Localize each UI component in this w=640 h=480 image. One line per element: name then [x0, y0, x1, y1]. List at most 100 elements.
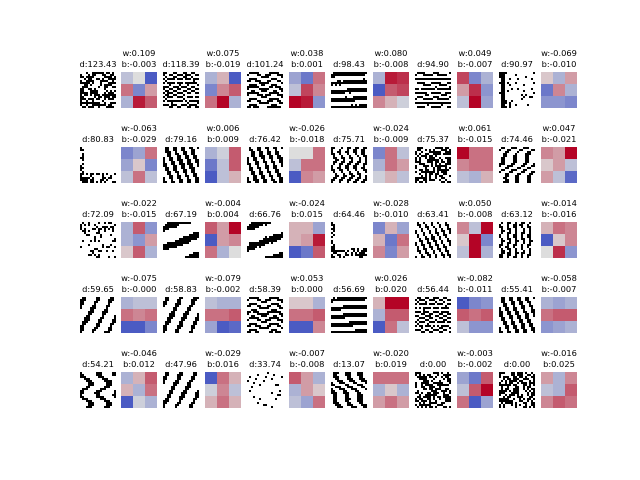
heatmap-cell — [481, 384, 493, 397]
distance-label: d:59.65 — [82, 284, 114, 294]
cell-title: d:80.83 — [60, 134, 136, 145]
heatmap-cell — [397, 234, 409, 247]
heatmap-cell — [301, 84, 314, 97]
distance-label: d:58.83 — [165, 284, 197, 294]
weight-heatmap-svg — [373, 147, 409, 183]
pattern-svg — [163, 147, 199, 183]
bias-label: b:-0.007 — [457, 59, 493, 69]
cell-title: d:75.37 — [395, 134, 471, 145]
heatmap-cell — [313, 159, 325, 172]
distance-label: d:76.42 — [249, 134, 281, 144]
heatmap-cell — [565, 297, 577, 310]
cell-title: d:98.43 — [311, 59, 387, 70]
heatmap-cell — [457, 72, 470, 85]
pattern-pixels — [80, 147, 116, 183]
weight-heatmap-svg — [121, 372, 157, 408]
cell-title: w:-0.016 b:0.025 — [521, 348, 597, 370]
cell-title: d:67.19 — [143, 209, 219, 220]
heatmap-cell — [229, 396, 241, 408]
weight-heatmap-svg — [205, 372, 241, 408]
pattern-pixels — [415, 222, 451, 258]
weight-heatmap — [541, 72, 577, 108]
heatmap-cell — [313, 96, 325, 108]
pattern-pixels — [415, 147, 451, 183]
cell-title: d:63.12 — [479, 209, 555, 220]
heatmap-cell — [481, 396, 493, 408]
pattern-image — [163, 372, 199, 408]
distance-label: d:63.12 — [501, 209, 533, 219]
heatmap-cell — [469, 159, 482, 172]
heatmap-cell — [229, 96, 241, 108]
pattern-svg — [499, 297, 535, 333]
heatmap-cell — [121, 384, 134, 397]
heatmap-cell — [481, 372, 493, 385]
heatmap-cell — [385, 396, 398, 408]
pattern-svg — [163, 372, 199, 408]
heatmap-cell — [205, 372, 218, 385]
heatmap-cell — [457, 222, 470, 235]
weight-heatmap — [289, 297, 325, 333]
pattern-svg — [415, 72, 451, 108]
pattern-image — [331, 372, 367, 408]
pattern-pixels — [80, 72, 116, 108]
heatmap-cell — [205, 147, 218, 160]
pattern-svg — [415, 297, 451, 333]
heatmap-cell — [301, 372, 314, 385]
heatmap-cell — [229, 147, 241, 160]
heatmap-cell — [205, 222, 218, 235]
heatmap-cell — [397, 222, 409, 235]
bias-label: b:-0.008 — [457, 209, 493, 219]
pattern-image — [415, 147, 451, 183]
weight-heatmap-svg — [121, 147, 157, 183]
heatmap-cell — [373, 159, 386, 172]
heatmap-cell — [301, 246, 314, 258]
pattern-pixels — [499, 222, 533, 258]
heatmap-cell — [553, 384, 566, 397]
cell-title: d:0.00 — [479, 359, 555, 370]
heatmap-cell — [133, 96, 146, 108]
pattern-pixels — [163, 222, 199, 258]
heatmap-cell — [373, 309, 386, 322]
heatmap-cell — [133, 309, 146, 322]
heatmap-cell — [217, 159, 230, 172]
weight-label: w:-0.024 — [373, 123, 409, 133]
weight-label: w:0.050 — [458, 198, 492, 208]
heatmap-cell — [397, 321, 409, 333]
heatmap-cell — [481, 309, 493, 322]
heatmap-cell — [121, 72, 134, 85]
heatmap-cell — [289, 396, 302, 408]
distance-label: d:74.46 — [501, 134, 533, 144]
heatmap-cell — [121, 96, 134, 108]
weight-heatmap — [121, 222, 157, 258]
heatmap-cell — [205, 72, 218, 85]
cell-title: w:0.038 b:0.001 — [269, 48, 345, 70]
heatmap-cell — [481, 321, 493, 333]
bias-label: b:-0.010 — [541, 59, 577, 69]
cell-title: d:123.43 — [60, 59, 136, 70]
weight-heatmap — [373, 147, 409, 183]
distance-label: d:80.83 — [82, 134, 114, 144]
heatmap-cell — [217, 72, 230, 85]
weight-heatmap-svg — [541, 72, 577, 108]
cell-title: d:0.00 — [395, 359, 471, 370]
heatmap-cell — [133, 384, 146, 397]
heatmap-cell — [205, 309, 218, 322]
cell-title: d:59.65 — [60, 284, 136, 295]
heatmap-cell — [469, 84, 482, 97]
distance-label: d:75.37 — [417, 134, 449, 144]
heatmap-cell — [481, 96, 493, 108]
heatmap-cell — [145, 84, 157, 97]
weight-heatmap-svg — [205, 72, 241, 108]
pattern-svg — [331, 297, 367, 333]
distance-label: d:72.09 — [82, 209, 114, 219]
heatmap-cell — [301, 396, 314, 408]
pattern-svg — [163, 72, 199, 108]
heatmap-cell — [289, 309, 302, 322]
heatmap-cell — [205, 234, 218, 247]
heatmap-cell — [565, 321, 577, 333]
weight-heatmap-svg — [121, 222, 157, 258]
weight-label: w:0.061 — [458, 123, 492, 133]
cell-title: d:64.46 — [311, 209, 387, 220]
weight-heatmap-svg — [541, 222, 577, 258]
heatmap-cell — [217, 147, 230, 160]
